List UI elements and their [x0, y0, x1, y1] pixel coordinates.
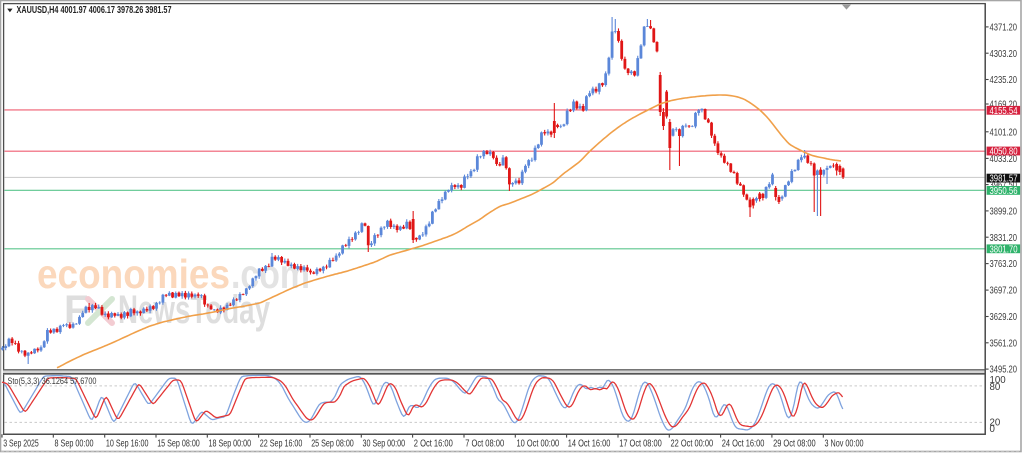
svg-text:22 Sep 16:00: 22 Sep 16:00: [260, 438, 303, 449]
svg-text:18 Sep 00:00: 18 Sep 00:00: [209, 438, 252, 449]
svg-text:3 Nov 00:00: 3 Nov 00:00: [825, 438, 864, 449]
svg-text:3899.20: 3899.20: [990, 207, 1018, 218]
svg-text:4050.80: 4050.80: [990, 147, 1018, 158]
svg-text:4169.20: 4169.20: [990, 100, 1018, 111]
svg-text:14 Oct 16:00: 14 Oct 16:00: [568, 438, 611, 449]
svg-text:29 Oct 08:00: 29 Oct 08:00: [773, 438, 816, 449]
svg-text:3950.56: 3950.56: [990, 186, 1018, 197]
svg-text:3 Sep 2025: 3 Sep 2025: [3, 438, 39, 449]
svg-text:3763.20: 3763.20: [990, 259, 1018, 270]
svg-text:10 Sep 16:00: 10 Sep 16:00: [106, 438, 149, 449]
svg-text:3629.20: 3629.20: [990, 312, 1018, 323]
svg-text:4101.20: 4101.20: [990, 127, 1018, 138]
svg-text:4371.20: 4371.20: [990, 23, 1018, 34]
svg-text:80: 80: [990, 382, 1001, 393]
svg-text:100: 100: [990, 375, 1007, 386]
svg-text:economies: economies: [37, 251, 230, 297]
svg-text:20: 20: [990, 418, 1001, 429]
svg-text:4033.20: 4033.20: [990, 154, 1018, 165]
svg-text:8 Sep 00:00: 8 Sep 00:00: [55, 438, 94, 449]
svg-text:10 Oct 00:00: 10 Oct 00:00: [517, 438, 560, 449]
svg-text:Sto(5,3,3) 36.1264 57.6700: Sto(5,3,3) 36.1264 57.6700: [8, 376, 97, 387]
svg-text:3697.20: 3697.20: [990, 286, 1018, 297]
svg-text:3967.50: 3967.50: [990, 180, 1018, 191]
svg-text:17 Oct 08:00: 17 Oct 08:00: [619, 438, 662, 449]
svg-text:.com: .com: [231, 251, 310, 297]
svg-text:7 Oct 08:00: 7 Oct 08:00: [465, 438, 504, 449]
svg-text:4303.20: 4303.20: [990, 49, 1018, 60]
svg-text:25 Sep 08:00: 25 Sep 08:00: [311, 438, 354, 449]
svg-text:3561.20: 3561.20: [990, 338, 1018, 349]
svg-text:4155.54: 4155.54: [990, 106, 1018, 117]
svg-text:2 Oct 16:00: 2 Oct 16:00: [414, 438, 453, 449]
svg-text:3831.20: 3831.20: [990, 233, 1018, 244]
svg-text:XAUUSD,H4 4001.97 4006.17 397: XAUUSD,H4 4001.97 4006.17 3978.26 3981.5…: [17, 5, 172, 16]
svg-text:15 Sep 08:00: 15 Sep 08:00: [157, 438, 200, 449]
svg-text:4235.20: 4235.20: [990, 75, 1018, 86]
svg-text:30 Sep 00:00: 30 Sep 00:00: [363, 438, 406, 449]
svg-text:0: 0: [990, 424, 996, 435]
svg-text:3801.70: 3801.70: [990, 244, 1018, 255]
svg-text:22 Oct 00:00: 22 Oct 00:00: [671, 438, 714, 449]
svg-text:3981.57: 3981.57: [990, 174, 1018, 185]
svg-text:24 Oct 16:00: 24 Oct 16:00: [722, 438, 765, 449]
svg-text:3495.20: 3495.20: [990, 365, 1018, 376]
